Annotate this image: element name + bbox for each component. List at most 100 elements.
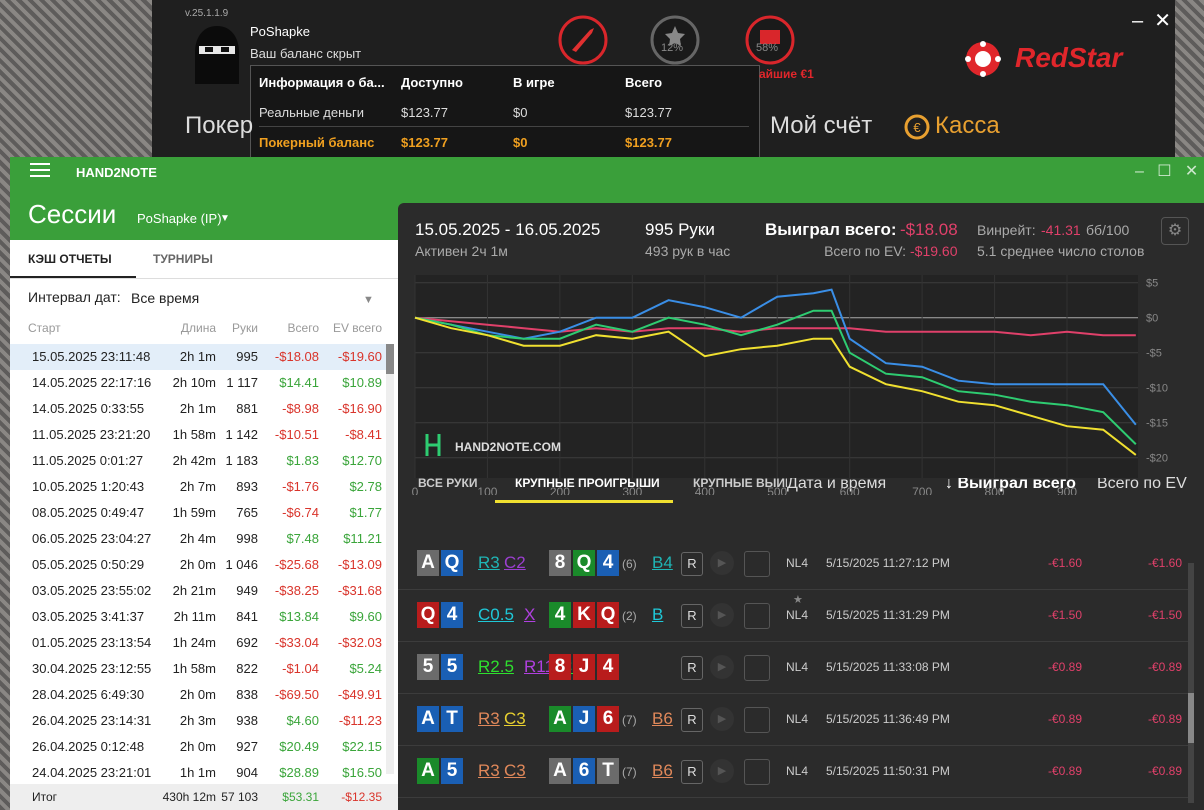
play-button[interactable]: ▶ (710, 655, 734, 679)
tab[interactable]: ТУРНИРЫ (153, 252, 213, 266)
promo: айшие €1 (759, 67, 814, 81)
x-tick-label: 400 (695, 485, 715, 495)
x-tick-label: 800 (985, 485, 1005, 495)
popup-header: Информация о ба... (259, 75, 385, 90)
notes-button[interactable] (744, 655, 770, 681)
row-divider (398, 589, 1188, 590)
limit: NL4 (786, 608, 809, 622)
column-header[interactable]: Всего по EV (1097, 475, 1187, 493)
session-cell: 01.05.2025 23:13:54 (32, 635, 152, 650)
version: v.25.1.1.9 (185, 8, 229, 19)
session-cell: 57 103 (221, 790, 258, 804)
tab[interactable]: КРУПНЫЕ ПРОИГРЫШИ (515, 476, 660, 490)
y-tick-label: $0 (1146, 313, 1158, 325)
ev-value: -$19.60 (910, 243, 958, 259)
session-cell: 26.04.2025 23:14:31 (32, 713, 152, 728)
replay-button[interactable]: R (681, 760, 703, 784)
tab[interactable]: КЭШ ОТЧЕТЫ (28, 252, 112, 266)
session-cell: 14.05.2025 0:33:55 (32, 401, 145, 416)
notes-button[interactable] (744, 603, 770, 629)
card: A (417, 758, 439, 784)
interval-value[interactable]: Все время (131, 290, 200, 306)
action: C3 (504, 709, 526, 728)
series-line (414, 309, 1137, 445)
badge-icons (558, 15, 795, 65)
total-row (10, 784, 398, 810)
dropdown-arrow[interactable]: ▼ (363, 294, 374, 306)
session-cell: -$1.04 (282, 661, 319, 676)
play-button[interactable]: ▶ (710, 759, 734, 783)
session-cell: 28.04.2025 6:49:30 (32, 687, 145, 702)
dropdown-arrow[interactable]: ▼ (220, 213, 230, 224)
replay-button[interactable]: R (681, 708, 703, 732)
replay-button[interactable]: R (681, 604, 703, 628)
popup-cell: Покерный баланс (259, 135, 375, 150)
nav-item[interactable]: Касса (935, 112, 1000, 139)
session-cell: -$19.60 (337, 349, 382, 364)
settings-button[interactable]: ⚙ (1161, 217, 1189, 245)
player-select[interactable]: PoShapke (IP) (137, 211, 222, 226)
star-icon[interactable]: ★ (793, 594, 803, 606)
selected-row (10, 344, 386, 370)
session-cell: $22.15 (342, 739, 382, 754)
notes-button[interactable] (744, 551, 770, 577)
column-header[interactable]: Дата и время (787, 475, 887, 493)
session-cell: $20.49 (279, 739, 319, 754)
session-cell: 1h 58m (172, 661, 216, 676)
action: C2 (504, 553, 526, 572)
menu-button[interactable] (30, 163, 50, 165)
play-button[interactable]: ▶ (710, 707, 734, 731)
tab[interactable]: КРУПНЫЕ ВЫИГ (693, 476, 792, 490)
scrollbar[interactable] (1188, 563, 1194, 803)
session-cell: 2h 3m (179, 713, 216, 728)
hand-ev: -€0.89 (1147, 712, 1182, 726)
row-divider (398, 641, 1188, 642)
nav-item[interactable]: Покер (185, 112, 254, 139)
replay-button[interactable]: R (681, 552, 703, 576)
hand-won: -€0.89 (1047, 712, 1082, 726)
play-button[interactable]: ▶ (710, 603, 734, 627)
session-cell: 26.04.2025 0:12:48 (32, 739, 145, 754)
notes-button[interactable] (744, 707, 770, 733)
session-cell: -$13.09 (337, 557, 382, 572)
session-cell: -$8.41 (345, 427, 382, 442)
window-controls[interactable]: – ☐ ✕ (1135, 163, 1199, 180)
session-cell: $14.41 (279, 375, 319, 390)
x-tick-label: 900 (1057, 485, 1077, 495)
play-button[interactable]: ▶ (710, 551, 734, 575)
column-header[interactable]: ↓ Выиграл всего (945, 475, 1076, 492)
x-tick-label: 200 (550, 485, 570, 495)
balance-hidden: Ваш баланс скрыт (250, 46, 362, 61)
card: A (417, 706, 439, 732)
session-cell: $9.60 (349, 609, 382, 624)
action: R3 (478, 761, 500, 780)
popup-header: В игре (513, 75, 555, 90)
hand-won: -€1.60 (1047, 556, 1082, 570)
session-cell: -$10.51 (274, 427, 319, 442)
column-header: Длина (180, 321, 216, 335)
popup-cell: $123.77 (625, 135, 672, 150)
card: 5 (417, 654, 439, 680)
series-line (414, 316, 1137, 456)
bet: B4 (652, 553, 673, 572)
session-cell: 11.05.2025 0:01:27 (32, 453, 144, 468)
session-cell: 15.05.2025 23:11:48 (32, 349, 151, 364)
card: A (549, 706, 571, 732)
row-divider (398, 745, 1188, 746)
window-controls[interactable]: – ✕ (1132, 10, 1171, 32)
session-cell: $28.89 (279, 765, 319, 780)
players: (7) (622, 765, 637, 779)
action: X (524, 605, 536, 624)
notes-button[interactable] (744, 759, 770, 785)
tab[interactable]: ВСЕ РУКИ (418, 476, 478, 490)
card: 8 (549, 654, 571, 680)
replay-button[interactable]: R (681, 656, 703, 680)
limit: NL4 (786, 764, 809, 778)
divider (10, 278, 398, 279)
scrollbar[interactable] (386, 344, 394, 774)
tab-indicator (10, 276, 136, 279)
session-cell: 11.05.2025 23:21:20 (32, 427, 151, 442)
interval-label: Интервал дат: (28, 289, 121, 305)
card: 5 (441, 654, 463, 680)
nav-item[interactable]: Мой счёт (770, 112, 873, 139)
